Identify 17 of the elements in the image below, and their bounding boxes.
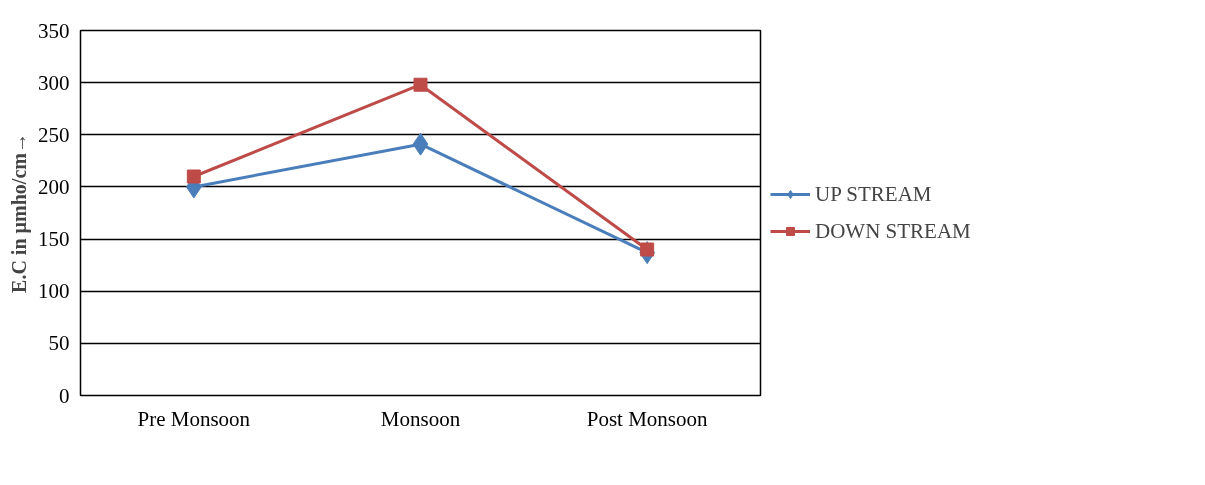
y-tick-label: 150 — [38, 227, 70, 252]
y-tick-label: 50 — [48, 331, 70, 356]
point — [412, 132, 429, 156]
legend-label: DOWN STREAM — [815, 218, 971, 244]
x-tick-label: Pre Monsoon — [137, 406, 251, 431]
y-tick-label: 350 — [38, 18, 70, 43]
x-tick-label: Monsoon — [380, 406, 461, 431]
y-tick-label: 100 — [38, 279, 70, 304]
y-tick-label: 300 — [38, 70, 70, 95]
y-tick-label: 250 — [38, 122, 70, 147]
y-axis-title: E.C in µmho/cm→ — [8, 133, 31, 293]
point — [186, 169, 201, 184]
point — [413, 77, 428, 92]
legend-label: UP STREAM — [815, 181, 932, 207]
x-tick-label: Post Monsoon — [586, 406, 709, 431]
y-tick-label: 0 — [59, 383, 70, 408]
y-tick-label: 200 — [38, 174, 70, 199]
